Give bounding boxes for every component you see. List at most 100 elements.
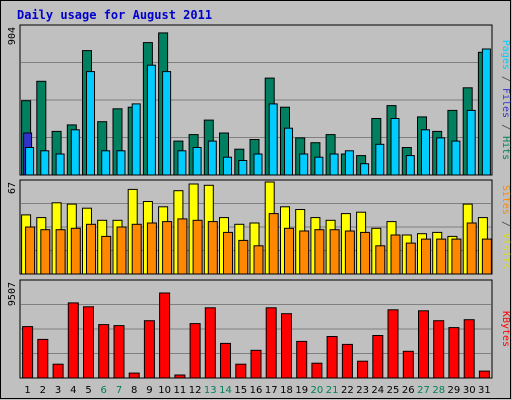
bar-pages-day-15 <box>238 160 248 176</box>
bar-kbytes-day-21 <box>326 336 338 379</box>
day-label-20: 20 <box>311 385 324 396</box>
bar-kbytes-day-24 <box>372 335 384 379</box>
bar-sites-day-19 <box>299 230 310 275</box>
bar-pages-day-23 <box>360 163 370 176</box>
legend-entry: Hits <box>500 136 511 160</box>
bar-sites-day-11 <box>177 218 188 275</box>
bar-pages-day-14 <box>223 156 232 176</box>
max-label-hits: 904 <box>7 27 18 45</box>
bar-kbytes-day-9 <box>143 320 155 379</box>
legend-entry: / <box>500 118 511 136</box>
legend-kbytes: KBytes <box>500 311 511 347</box>
bar-kbytes-day-4 <box>67 302 79 379</box>
bar-pages-day-17 <box>268 103 278 176</box>
bar-sites-day-16 <box>253 245 264 275</box>
day-label-3: 3 <box>55 385 61 396</box>
bar-kbytes-day-2 <box>37 338 49 379</box>
max-label-kbytes: 9507 <box>7 282 18 306</box>
bar-sites-day-14 <box>223 231 233 275</box>
day-label-11: 11 <box>174 385 187 396</box>
day-label-31: 31 <box>478 385 491 396</box>
bar-kbytes-day-6 <box>98 324 110 379</box>
bar-pages-day-31 <box>481 48 491 176</box>
bar-pages-day-22 <box>344 150 354 176</box>
day-label-2: 2 <box>40 385 46 396</box>
day-label-13: 13 <box>204 385 217 396</box>
bar-sites-day-25 <box>390 234 401 275</box>
legend-visits: Sites / Visits <box>500 185 511 269</box>
bar-pages-day-20 <box>314 156 324 176</box>
day-label-18: 18 <box>280 385 293 396</box>
bar-sites-day-22 <box>344 230 355 275</box>
bar-pages-day-2 <box>40 150 50 176</box>
bar-sites-day-12 <box>192 219 203 275</box>
bar-sites-day-8 <box>131 223 142 275</box>
day-label-22: 22 <box>341 385 354 396</box>
bar-sites-day-30 <box>466 222 477 275</box>
bar-sites-day-4 <box>70 227 81 275</box>
day-label-16: 16 <box>250 385 263 396</box>
bar-sites-day-5 <box>86 223 96 275</box>
bar-sites-day-9 <box>146 222 157 275</box>
max-label-visits: 67 <box>7 182 18 194</box>
bar-kbytes-day-14 <box>220 342 231 379</box>
legend-entry: Files <box>500 88 511 118</box>
bar-pages-day-18 <box>284 127 293 176</box>
bar-kbytes-day-23 <box>357 360 369 379</box>
day-label-23: 23 <box>356 385 369 396</box>
day-label-27: 27 <box>417 385 430 396</box>
day-label-19: 19 <box>295 385 308 396</box>
bar-kbytes-day-13 <box>204 307 216 379</box>
day-label-17: 17 <box>265 385 278 396</box>
bar-sites-day-17 <box>268 213 279 275</box>
bar-kbytes-day-18 <box>281 313 292 379</box>
bar-pages-day-3 <box>55 153 65 176</box>
bar-sites-day-28 <box>436 238 447 275</box>
day-label-28: 28 <box>432 385 445 396</box>
bar-kbytes-day-22 <box>341 343 353 379</box>
bar-pages-day-9 <box>146 64 156 176</box>
day-label-21: 21 <box>326 385 339 396</box>
bar-sites-day-29 <box>451 238 462 275</box>
bar-kbytes-day-17 <box>265 307 277 379</box>
legend-entry: Sites <box>500 185 511 215</box>
bar-kbytes-day-3 <box>52 363 64 379</box>
bar-pages-day-4 <box>70 129 80 176</box>
bar-sites-day-3 <box>55 229 66 275</box>
day-label-12: 12 <box>189 385 202 396</box>
bar-kbytes-day-16 <box>250 349 262 379</box>
bar-pages-day-11 <box>177 150 187 176</box>
series-kbytes <box>22 292 490 379</box>
day-label-1: 1 <box>24 385 30 396</box>
bar-sites-day-24 <box>375 245 386 275</box>
bar-kbytes-day-7 <box>113 325 125 379</box>
day-label-10: 10 <box>158 385 171 396</box>
bar-kbytes-day-8 <box>128 372 140 379</box>
day-label-9: 9 <box>146 385 152 396</box>
day-label-4: 4 <box>70 385 76 396</box>
bar-kbytes-day-26 <box>402 350 414 379</box>
day-label-25: 25 <box>387 385 400 396</box>
day-label-15: 15 <box>234 385 247 396</box>
day-label-6: 6 <box>101 385 107 396</box>
bar-pages-day-5 <box>86 71 95 176</box>
bar-kbytes-day-10 <box>159 292 171 379</box>
bar-pages-day-29 <box>451 140 461 176</box>
bar-pages-day-7 <box>116 150 126 176</box>
bar-pages-day-21 <box>329 153 339 176</box>
panel-visits: 67 Sites / Visits <box>7 179 511 275</box>
bar-kbytes-day-15 <box>235 363 247 379</box>
day-label-7: 7 <box>116 385 122 396</box>
bar-kbytes-day-20 <box>311 362 323 379</box>
bar-sites-day-27 <box>421 238 431 275</box>
bar-sites-day-18 <box>284 227 294 275</box>
bar-kbytes-day-29 <box>448 327 460 379</box>
bar-pages-day-24 <box>375 143 385 176</box>
bar-pages-day-28 <box>436 137 446 176</box>
legend-hits: Pages / Files / Hits <box>500 40 511 160</box>
legend-entry: Visits <box>500 233 511 269</box>
bar-kbytes-day-30 <box>463 319 475 379</box>
bar-pages-day-12 <box>192 147 202 176</box>
series-pages <box>25 48 491 176</box>
